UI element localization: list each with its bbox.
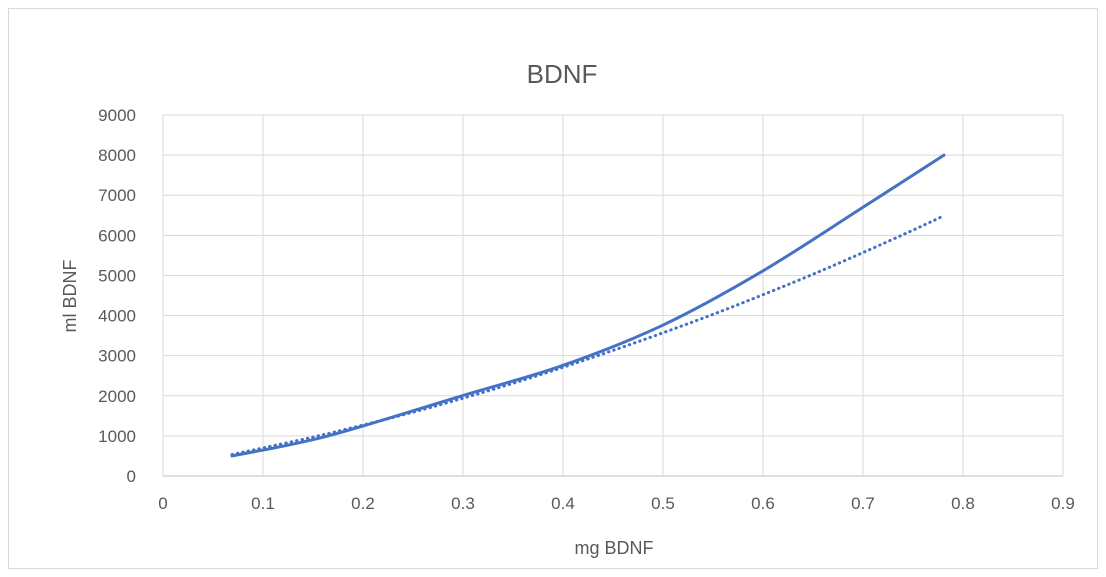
y-tick-label: 0 [127,467,136,486]
x-tick-label: 0 [158,494,167,513]
x-tick-label: 0.4 [551,494,575,513]
x-tick-label: 0.5 [651,494,675,513]
y-tick-label: 2000 [98,387,136,406]
x-tick-label: 0.1 [251,494,275,513]
y-tick-label: 3000 [98,347,136,366]
grid [162,114,1064,477]
y-axis-ticks: 0 1000 2000 3000 4000 5000 6000 7000 8000 9000 [98,106,136,486]
y-axis-label: ml BDNF [60,260,80,333]
x-tick-label: 0.6 [751,494,775,513]
chart-title: BDNF [527,59,598,89]
x-tick-label: 0.3 [451,494,475,513]
y-tick-label: 9000 [98,106,136,125]
x-tick-label: 0.7 [851,494,875,513]
y-tick-label: 5000 [98,266,136,285]
series-line-solid [230,153,946,458]
x-axis-label: mg BDNF [574,538,653,558]
x-tick-label: 0.2 [351,494,375,513]
y-tick-label: 8000 [98,146,136,165]
series-line-dotted [230,214,946,456]
x-tick-label: 0.9 [1051,494,1075,513]
x-tick-label: 0.8 [951,494,975,513]
series-layer [230,153,946,458]
y-tick-label: 7000 [98,186,136,205]
x-axis-ticks: 0 0.1 0.2 0.3 0.4 0.5 0.6 0.7 0.8 0.9 [158,494,1075,513]
y-tick-label: 1000 [98,427,136,446]
y-tick-label: 6000 [98,226,136,245]
y-tick-label: 4000 [98,307,136,326]
